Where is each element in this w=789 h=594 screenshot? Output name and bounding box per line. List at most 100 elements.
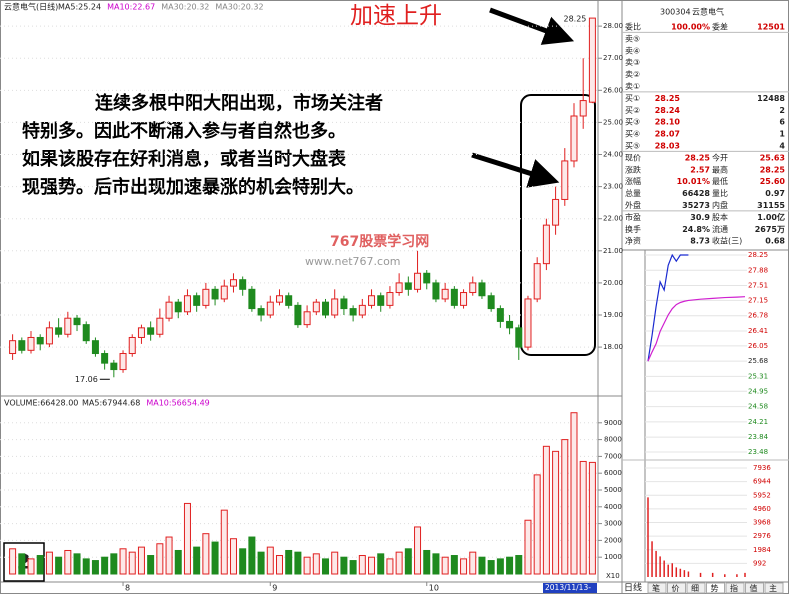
headline: 加速上升	[350, 3, 442, 29]
tab[interactable]	[725, 582, 745, 594]
indicator: MA10:22.67	[107, 3, 155, 12]
candle-body	[542, 224, 550, 265]
candle-body	[174, 301, 182, 313]
y-tick-label: 2000	[604, 536, 622, 544]
volume-bar	[506, 556, 514, 575]
volume-bar	[257, 551, 265, 575]
tab-label[interactable]: 势	[711, 583, 719, 593]
volume-bar	[147, 555, 155, 575]
quote-value: 28.25	[655, 94, 681, 103]
candle-body	[27, 336, 35, 351]
tab[interactable]	[706, 582, 725, 594]
candle-body	[331, 298, 339, 316]
intraday-line	[647, 253, 689, 362]
volume-bar	[9, 548, 17, 575]
candle-body	[257, 308, 265, 316]
tab-label[interactable]: 主	[769, 583, 777, 593]
candle-body	[45, 327, 53, 345]
y-tick-label: 27.15	[748, 296, 768, 304]
volume-bar	[220, 509, 228, 575]
candle-body	[220, 285, 228, 300]
quote-value: 28.24	[655, 106, 681, 115]
quote-label: 市盈	[625, 212, 641, 222]
volume-bar	[404, 548, 412, 575]
chart-title: 云意电气(日线)	[4, 2, 58, 12]
y-tick-label: 27.88	[748, 266, 768, 274]
quote-label: 卖①	[625, 82, 640, 91]
intraday-line	[647, 296, 746, 362]
candle-body	[91, 340, 99, 355]
y-tick-label: 21.00	[603, 247, 623, 255]
unit-label: X10	[606, 572, 620, 580]
volume-bar	[386, 558, 394, 575]
quote-value: 25.63	[760, 153, 785, 162]
volume-bar	[322, 558, 330, 575]
y-tick-label: 18.00	[603, 343, 623, 351]
volume-bar	[331, 551, 339, 575]
y-tick-label: 6000	[604, 469, 622, 477]
volume-bar	[358, 555, 366, 575]
tab[interactable]	[686, 582, 706, 594]
volume-bar	[64, 549, 72, 575]
quote-value: 35273	[682, 201, 710, 210]
volume-bar	[27, 558, 35, 575]
volume-bar	[487, 560, 495, 575]
candle-body	[533, 263, 541, 300]
quote-label: 卖③	[625, 58, 640, 67]
tab-label[interactable]: 细	[691, 583, 699, 593]
candle-body	[64, 317, 72, 335]
volume-bar	[349, 560, 357, 575]
volume-bar	[579, 460, 587, 575]
quote-value: 28.10	[655, 118, 681, 127]
candle-body	[128, 336, 136, 355]
tab-label[interactable]: 指	[730, 583, 738, 593]
y-tick-label: 28.25	[748, 251, 768, 259]
volume-bar	[239, 548, 247, 575]
volume-bar	[368, 556, 376, 575]
period-tab[interactable]: 日线	[624, 582, 642, 594]
quote-value: 28.25	[760, 165, 786, 174]
quote-label: 股本	[712, 212, 728, 222]
y-tick-label: 5952	[753, 491, 771, 499]
candle-body	[478, 282, 486, 297]
tab[interactable]	[764, 582, 784, 594]
candle-body	[275, 295, 283, 303]
tab[interactable]	[667, 582, 686, 594]
volume-bar	[55, 556, 63, 575]
quote-label: 今开	[712, 152, 728, 162]
y-tick-label: 24.21	[748, 418, 768, 426]
quote-label: 最低	[712, 176, 728, 186]
candle-body	[386, 292, 394, 306]
y-tick-label: 992	[753, 559, 766, 567]
candle-body	[460, 292, 468, 306]
volume-bar	[91, 560, 99, 575]
indicator: MA5:25.24	[58, 3, 101, 12]
quote-label: 委差	[712, 22, 728, 32]
candle-body	[487, 295, 495, 310]
paragraph-line: 连续多根中阳大阳出现，市场关注者	[95, 92, 383, 114]
quote-label: 总量	[625, 188, 641, 198]
candle-body	[110, 362, 118, 371]
quote-value: 12488	[757, 94, 785, 103]
y-tick-label: 4000	[604, 503, 622, 511]
candle-body	[73, 317, 81, 326]
tab-label[interactable]: 笔	[652, 583, 660, 593]
tab-label[interactable]: 值	[750, 583, 758, 593]
tab[interactable]	[745, 582, 764, 594]
candle-body	[165, 301, 173, 319]
indicator: MA30:20.32	[161, 3, 209, 12]
candle-body	[229, 279, 237, 287]
y-tick-label: 3000	[604, 520, 622, 528]
candle-body	[55, 327, 63, 335]
y-tick-label: 6944	[753, 478, 771, 486]
candle-body	[156, 317, 164, 335]
volume-bar	[285, 549, 293, 575]
volume-bar	[275, 555, 283, 575]
quote-label: 外盘	[625, 200, 641, 210]
tab-label[interactable]: 价	[672, 584, 680, 593]
candle-body	[312, 301, 320, 313]
candle-body	[294, 304, 302, 326]
volume-bar	[570, 412, 578, 575]
tab[interactable]	[647, 582, 667, 594]
volume-bar	[496, 558, 504, 575]
